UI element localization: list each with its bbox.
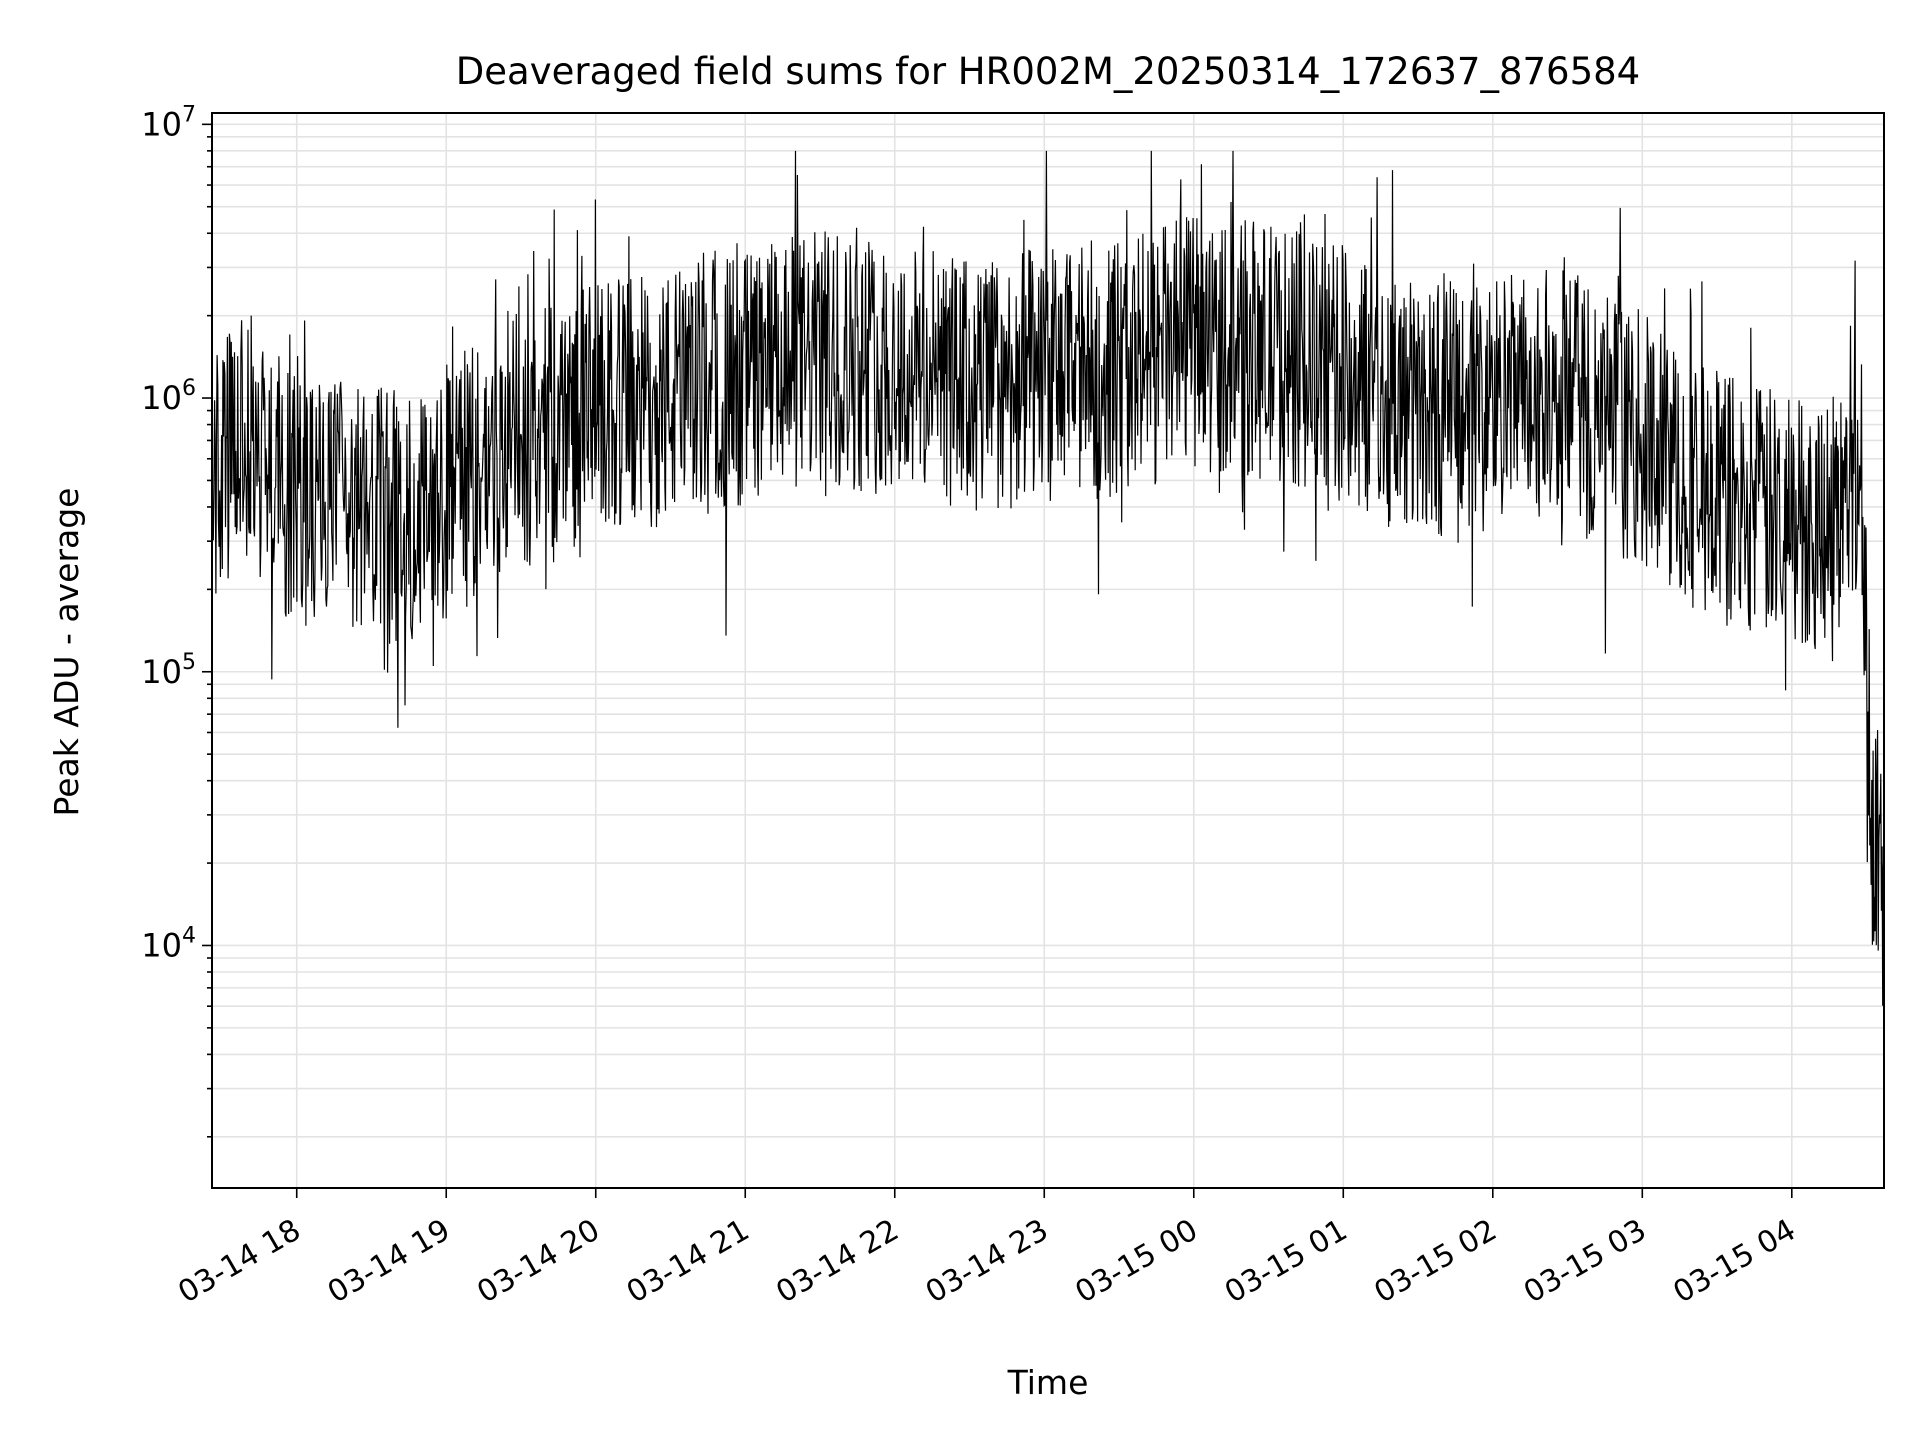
data-series	[211, 150, 1885, 1006]
x-tick-label: 03-14 23	[920, 1213, 1054, 1311]
x-tick-label: 03-15 00	[1069, 1213, 1203, 1311]
y-axis-label: Peak ADU - average	[47, 488, 86, 817]
plot-frame	[211, 112, 1885, 1189]
x-tick-label: 03-14 18	[172, 1213, 306, 1311]
x-tick-label: 03-15 02	[1368, 1213, 1502, 1311]
x-tick-label: 03-14 21	[621, 1213, 755, 1311]
x-tick-label: 03-14 19	[322, 1213, 456, 1311]
y-tick-label: 106	[141, 376, 196, 417]
y-tick-label: 104	[141, 923, 196, 964]
x-axis-label: Time	[1007, 1363, 1089, 1402]
axis-ticks: 03-14 18 03-14 19 03-14 20 03-14 21 03-14 22…	[141, 102, 1802, 1310]
x-tick-label: 03-14 22	[770, 1213, 904, 1311]
series-line	[211, 150, 1885, 1006]
y-tick-label: 107	[141, 102, 196, 143]
y-tick-label: 105	[141, 650, 196, 691]
x-tick-label: 03-14 20	[471, 1213, 605, 1311]
x-tick-label: 03-15 03	[1518, 1213, 1652, 1311]
grid-lines	[212, 113, 1884, 1188]
chart-title: Deaveraged field sums for HR002M_2025031…	[456, 50, 1640, 93]
axes-frame	[211, 112, 1885, 1189]
x-tick-label: 03-15 04	[1667, 1213, 1801, 1311]
x-tick-label: 03-15 01	[1219, 1213, 1353, 1311]
